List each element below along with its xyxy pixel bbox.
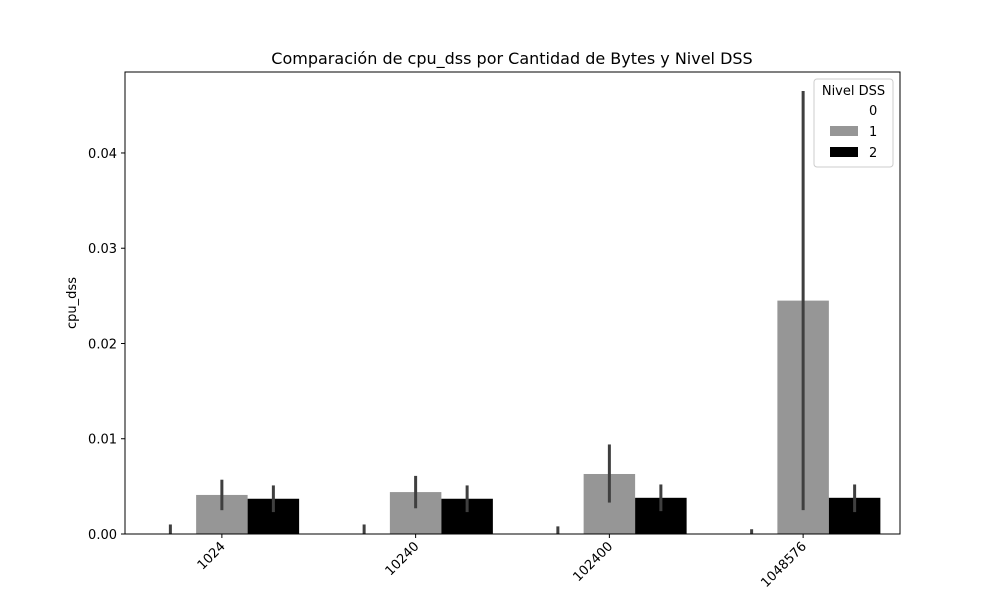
axes-frame bbox=[124, 71, 901, 535]
legend-label-1: 1 bbox=[869, 125, 877, 140]
legend-box bbox=[813, 78, 894, 168]
y-tick-label: 0.00 bbox=[88, 528, 117, 543]
plot-area: 0.00 0.01 0.02 0.03 0.04 1024 10240 102400 10485… bbox=[88, 71, 901, 591]
x-tick-label: 1024 bbox=[195, 539, 229, 573]
legend-title: Nivel DSS bbox=[822, 84, 885, 99]
legend-swatch-2 bbox=[830, 147, 858, 157]
x-tick-label: 102400 bbox=[570, 539, 616, 585]
chart-title: Comparación de cpu_dss por Cantidad de B… bbox=[271, 49, 752, 69]
y-tick-label: 0.04 bbox=[88, 147, 117, 162]
y-tick-label: 0.02 bbox=[88, 337, 117, 352]
y-tick-label: 0.01 bbox=[88, 433, 117, 448]
legend-swatch-0 bbox=[830, 105, 858, 115]
y-axis-label: cpu_dss bbox=[65, 277, 80, 329]
y-tick-label: 0.03 bbox=[88, 242, 117, 257]
legend-swatch-1 bbox=[830, 126, 858, 136]
x-tick-label: 1048576 bbox=[758, 539, 810, 591]
legend: Nivel DSS 0 1 2 bbox=[813, 78, 894, 168]
legend-label-0: 0 bbox=[869, 104, 877, 119]
x-tick-label: 10240 bbox=[383, 539, 423, 579]
legend-label-2: 2 bbox=[869, 146, 877, 161]
